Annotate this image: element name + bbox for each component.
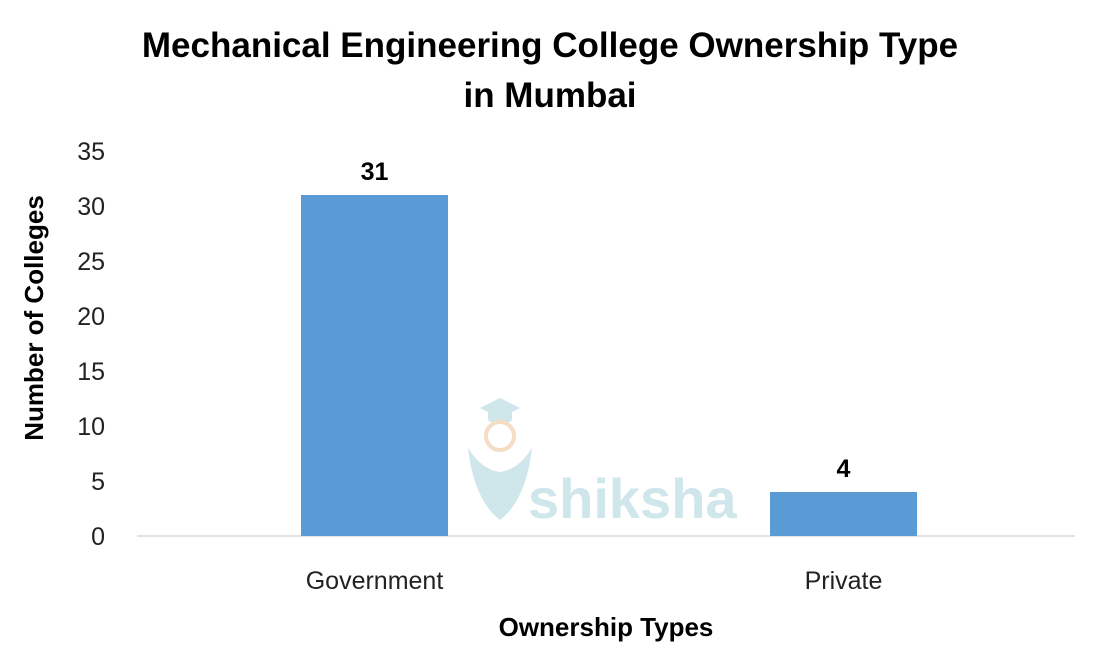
x-axis-ticks: Government Private <box>306 567 883 595</box>
graduation-cap-icon <box>468 398 532 520</box>
y-tick-label: 0 <box>91 523 105 551</box>
y-tick-label: 5 <box>91 468 105 496</box>
watermark-text: shiksha <box>528 467 737 530</box>
y-tick-label: 25 <box>77 248 105 276</box>
y-tick-label: 20 <box>77 303 105 331</box>
x-tick-label-government: Government <box>306 567 444 595</box>
y-tick-label: 30 <box>77 193 105 221</box>
chart-title-line-2: in Mumbai <box>463 76 636 115</box>
bars-group <box>301 195 917 536</box>
y-tick-label: 15 <box>77 358 105 386</box>
bar-government <box>301 195 448 536</box>
data-label-government: 31 <box>361 158 389 186</box>
y-tick-label: 35 <box>77 138 105 166</box>
x-axis-title: Ownership Types <box>499 612 714 642</box>
y-axis-ticks: 0 5 10 15 20 25 30 35 <box>77 138 105 551</box>
chart-title-line-1: Mechanical Engineering College Ownership… <box>142 26 958 65</box>
y-tick-label: 10 <box>77 413 105 441</box>
shiksha-watermark: shiksha <box>468 398 737 530</box>
y-axis-title: Number of Colleges <box>19 195 49 441</box>
x-tick-label-private: Private <box>805 567 883 595</box>
data-labels-group: 31 4 <box>361 158 851 483</box>
data-label-private: 4 <box>837 455 851 483</box>
bar-private <box>770 492 917 536</box>
